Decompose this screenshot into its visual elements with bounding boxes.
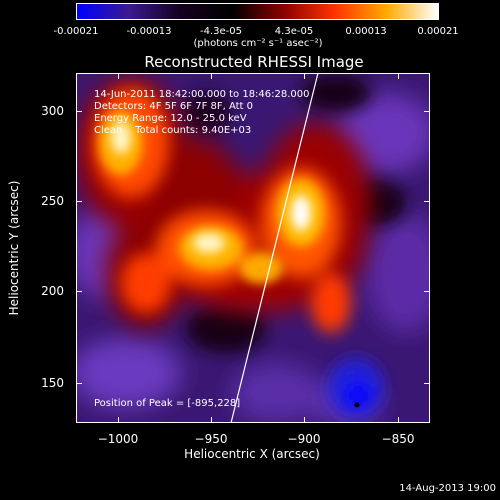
y-tickmark	[424, 383, 430, 384]
colorbar-tick-label: -4.3e-05	[200, 26, 242, 37]
colorbar-units: (photons cm⁻² s⁻¹ asec⁻²)	[193, 38, 323, 49]
peak-position-label: Position of Peak = [-895,228]	[94, 398, 241, 409]
colorbar-tick-label: -0.00021	[53, 26, 99, 37]
x-tick-label: −1000	[97, 432, 139, 446]
info-energy-range: Energy Range: 12.0 - 25.0 keV	[94, 113, 247, 124]
y-tickmark	[424, 111, 430, 112]
colorbar	[76, 3, 439, 20]
colorbar-tick-label: 0.00013	[345, 26, 387, 37]
x-tick-label: −900	[287, 432, 321, 446]
peak-cores	[111, 122, 311, 253]
minimum-marker	[354, 402, 360, 408]
x-tickmark	[118, 73, 119, 79]
generation-timestamp: 14-Aug-2013 19:00	[399, 483, 496, 494]
blue-minimum	[328, 358, 384, 418]
x-axis-label: Heliocentric X (arcsec)	[184, 447, 320, 461]
x-tickmark	[211, 73, 212, 79]
x-tickmark	[118, 417, 119, 423]
x-tickmark	[398, 73, 399, 79]
x-tick-label: −950	[194, 432, 228, 446]
x-tickmark	[304, 417, 305, 423]
x-tick-label: −850	[381, 432, 415, 446]
x-tickmark	[398, 417, 399, 423]
y-tick-label: 200	[41, 284, 64, 298]
colorbar-tick-label: 4.3e-05	[274, 26, 314, 37]
y-tick-label: 300	[41, 104, 64, 118]
colorbar-tick-label: 0.00021	[417, 26, 459, 37]
y-axis-label: Heliocentric Y (arcsec)	[7, 180, 21, 316]
y-tickmark	[424, 291, 430, 292]
y-tick-label: 250	[41, 194, 64, 208]
y-tickmark	[76, 291, 82, 292]
rhessi-image	[76, 73, 430, 423]
solar-limb-line	[230, 73, 319, 423]
image-svg	[76, 73, 430, 423]
x-tickmark	[211, 417, 212, 423]
y-tickmark	[76, 201, 82, 202]
plot-title: Reconstructed RHESSI Image	[144, 53, 364, 71]
info-detectors: Detectors: 4F 5F 6F 7F 8F, Att 0	[94, 101, 254, 112]
y-tickmark	[76, 383, 82, 384]
y-tick-label: 150	[41, 376, 64, 390]
y-tickmark	[424, 201, 430, 202]
purple-regions	[76, 93, 430, 423]
y-tickmark	[76, 111, 82, 112]
info-clean-counts: Clean Total counts: 9.40E+03	[94, 125, 252, 136]
x-tickmark	[304, 73, 305, 79]
colorbar-tick-label: -0.00013	[126, 26, 172, 37]
info-time-range: 14-Jun-2011 18:42:00.000 to 18:46:28.000	[94, 89, 310, 100]
